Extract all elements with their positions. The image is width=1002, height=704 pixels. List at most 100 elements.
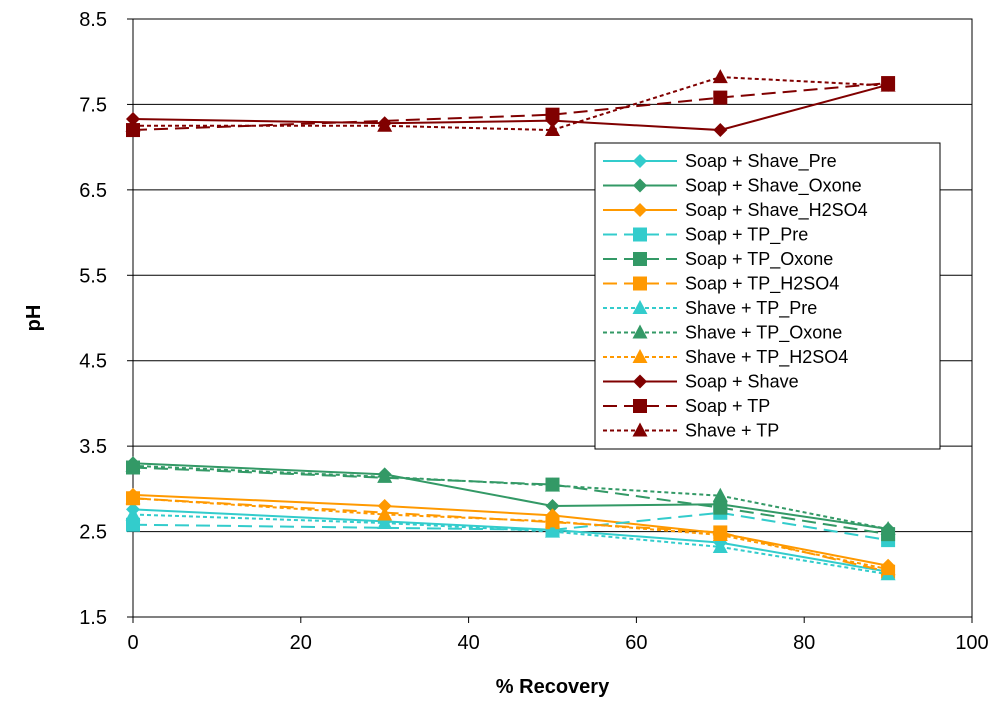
- legend-box: [594, 142, 941, 450]
- data-point: [377, 468, 393, 483]
- legend-item: Soap + Shave: [603, 372, 799, 392]
- legend-label: Soap + Shave_Pre: [685, 151, 837, 172]
- data-point: [125, 117, 141, 132]
- y-tick-label: 1.5: [79, 607, 107, 629]
- data-point: [880, 521, 896, 536]
- legend-label: Soap + Shave: [685, 372, 799, 392]
- legend-label: Soap + TP_Oxone: [685, 249, 833, 270]
- legend-item: Soap + TP_Oxone: [603, 249, 833, 270]
- legend-marker: [633, 374, 647, 389]
- legend-marker: [633, 252, 647, 266]
- data-point: [712, 69, 728, 84]
- series-line: [132, 82, 889, 132]
- data-point: [880, 77, 896, 92]
- y-tick-label: 6.5: [79, 180, 107, 202]
- series-layer: [125, 69, 896, 581]
- series-line: [132, 511, 889, 542]
- x-axis-title: % Recovery: [496, 676, 610, 698]
- series-soap-tp: [126, 76, 896, 138]
- legend-marker: [633, 178, 647, 193]
- series-line: [133, 76, 889, 132]
- y-tick-label: 2.5: [79, 522, 107, 544]
- legend-item: Soap + Shave_H2SO4: [603, 200, 868, 221]
- y-tick-label: 7.5: [79, 94, 107, 116]
- legend-label: Shave + TP_Oxone: [685, 323, 842, 344]
- legend-item: Soap + TP_H2SO4: [603, 274, 839, 295]
- legend-item: Soap + Shave_Pre: [603, 151, 837, 172]
- legend-label: Shave + TP_Pre: [685, 298, 817, 319]
- legend-marker: [633, 276, 647, 291]
- legend-item: Shave + TP_Pre: [603, 298, 817, 319]
- legend-label: Shave + TP: [685, 421, 779, 441]
- data-point: [545, 523, 560, 538]
- series-shave-tp-h2so4: [125, 490, 896, 576]
- data-point: [545, 498, 560, 513]
- x-tick-label: 40: [457, 632, 479, 654]
- gridlines: [133, 18, 972, 618]
- series-soap-shave-h2so4: [126, 487, 896, 573]
- series-line: [132, 464, 889, 530]
- series-soap-tp-pre: [126, 505, 896, 548]
- legend-marker: [632, 422, 648, 437]
- y-axis-title: pH: [23, 305, 45, 332]
- data-point: [377, 117, 393, 132]
- y-tick-label: 4.5: [79, 351, 107, 373]
- x-tick-label: 0: [127, 632, 138, 654]
- series-line: [132, 513, 889, 576]
- legend-marker: [632, 349, 648, 363]
- legend-item: Soap + TP: [603, 396, 770, 416]
- legend-label: Soap + TP: [685, 396, 770, 416]
- data-point: [377, 515, 393, 530]
- data-point: [125, 457, 141, 472]
- data-point: [377, 498, 392, 513]
- series-shave-tp-oxone: [125, 457, 896, 536]
- data-point: [125, 506, 141, 521]
- series-line: [132, 497, 889, 573]
- legend-label: Shave + TP_H2SO4: [685, 347, 848, 368]
- series-shave-tp-pre: [125, 506, 896, 581]
- x-axis-ticks: 0 20 40 60 80 100: [127, 617, 989, 654]
- legend-label: Soap + Shave_H2SO4: [685, 200, 868, 221]
- data-point: [545, 477, 560, 492]
- data-point: [545, 122, 560, 137]
- x-tick-label: 20: [290, 632, 312, 654]
- data-point: [713, 90, 728, 105]
- data-point: [713, 500, 728, 515]
- legend-marker: [633, 227, 647, 242]
- series-line: [132, 466, 889, 536]
- data-point: [125, 490, 141, 505]
- data-point: [712, 526, 728, 541]
- series-soap-shave: [126, 77, 896, 138]
- x-tick-label: 80: [793, 632, 815, 654]
- data-point: [377, 506, 393, 521]
- x-tick-label: 100: [955, 632, 988, 654]
- series-soap-tp-oxone: [126, 460, 896, 542]
- data-point: [713, 123, 728, 138]
- legend-label: Soap + Shave_Oxone: [685, 176, 862, 197]
- legend-item: Soap + TP_Pre: [603, 225, 808, 246]
- legend-marker: [633, 203, 647, 217]
- data-point: [126, 517, 140, 532]
- legend-marker: [632, 300, 648, 314]
- data-point: [712, 487, 728, 502]
- legend-item: Shave + TP_Oxone: [603, 323, 842, 344]
- series-soap-shave-oxone: [126, 456, 896, 537]
- data-point: [712, 538, 728, 553]
- legend-item: Shave + TP: [603, 421, 779, 441]
- legend-marker: [633, 154, 647, 168]
- legend-label: Soap + TP_Pre: [685, 225, 808, 246]
- series-line: [132, 497, 889, 571]
- plot-area-frame: [132, 18, 973, 618]
- legend-marker: [632, 324, 648, 339]
- legend-label: Soap + TP_H2SO4: [685, 274, 839, 295]
- y-tick-label: 8.5: [79, 9, 107, 31]
- series-line: [132, 83, 889, 132]
- y-tick-label: 3.5: [79, 436, 107, 458]
- data-point: [880, 561, 896, 576]
- legend-marker: [633, 399, 647, 413]
- x-tick-label: 60: [625, 632, 647, 654]
- legend: Soap + Shave_Pre Soap + Shave_Oxone Soap +…: [594, 142, 941, 450]
- series-shave-tp: [125, 69, 896, 137]
- data-point: [545, 513, 560, 528]
